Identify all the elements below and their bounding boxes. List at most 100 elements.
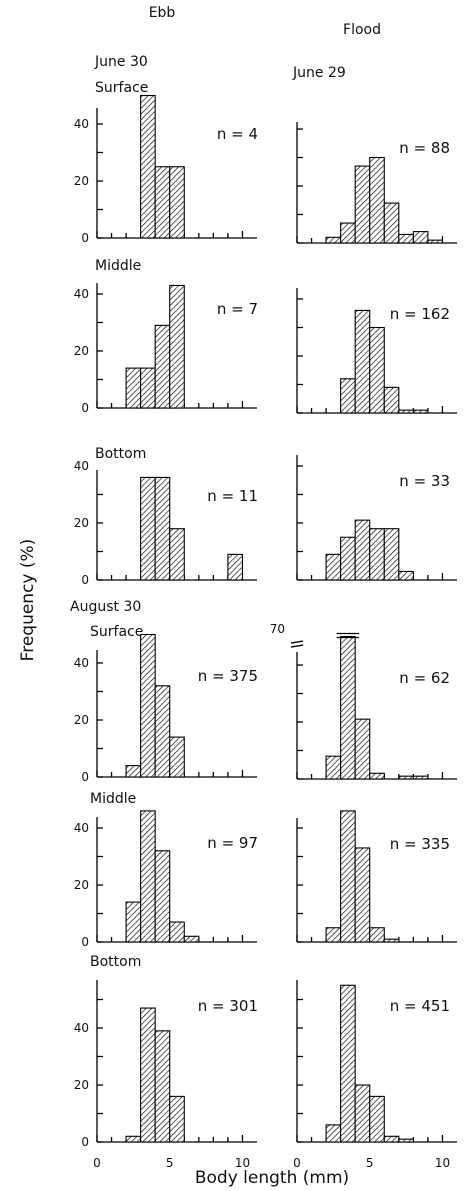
- bar: [369, 156, 385, 244]
- bar: [354, 1084, 371, 1143]
- bar: [369, 528, 385, 581]
- bar: [325, 236, 342, 244]
- x-tick-label: 0: [93, 1156, 101, 1170]
- bar: [140, 367, 156, 409]
- bar: [154, 324, 171, 409]
- bar: [169, 528, 185, 581]
- y-tick-label: 20: [74, 174, 89, 188]
- depth-label-august-middle: Middle: [90, 791, 136, 807]
- bar: [125, 1135, 142, 1143]
- panel-flood-june-29-surface: n = 88: [296, 122, 457, 244]
- panel-flood-august-30-surface: 70 n = 62: [270, 622, 457, 780]
- bar: [383, 202, 400, 244]
- sample-size-label: n = 62: [399, 669, 450, 687]
- bar: [340, 635, 356, 780]
- y-tick-label: 40: [74, 287, 89, 301]
- y-tick-label: 0: [81, 935, 89, 949]
- y-tick-label: 20: [74, 344, 89, 358]
- bar: [183, 935, 200, 943]
- bar: [125, 765, 142, 778]
- bar: [398, 409, 414, 414]
- sample-size-label: n = 162: [390, 305, 450, 323]
- histogram-panels: 0 20 40 n = 4 n = 88 0 20 40 n = 7 n = 162 0 20 40 n …: [74, 94, 457, 1170]
- x-tick-label: 5: [166, 1156, 174, 1170]
- panel-ebb-august-30-bottom: 0 20 40 n = 301 0 5 10: [74, 980, 258, 1170]
- y-tick-label: 40: [74, 1021, 89, 1035]
- bar: [227, 553, 244, 581]
- y-tick-label: 0: [81, 770, 89, 784]
- bar: [340, 222, 356, 244]
- panel-flood-august-30-middle: n = 335: [296, 810, 457, 943]
- y-tick-label: 20: [74, 1078, 89, 1092]
- depth-label-june-surface: Surface: [95, 80, 148, 96]
- bar: [412, 409, 429, 414]
- x-axis-title: Body length (mm): [195, 1168, 349, 1188]
- y-tick-label: 0: [81, 573, 89, 587]
- bar: [169, 284, 185, 409]
- y-tick-label: 0: [81, 231, 89, 245]
- bar: [154, 685, 171, 778]
- y-break-label: 70: [270, 622, 285, 636]
- bar: [125, 367, 142, 409]
- bar: [140, 633, 156, 778]
- sample-size-label: n = 33: [399, 472, 450, 490]
- bar: [325, 927, 342, 943]
- y-tick-label: 20: [74, 516, 89, 530]
- bar: [383, 528, 400, 581]
- date-label-june-ebb: June 30: [94, 54, 148, 70]
- sample-size-label: n = 4: [217, 125, 258, 143]
- depth-label-june-bottom: Bottom: [95, 446, 146, 462]
- bar: [169, 1095, 185, 1143]
- bar: [427, 239, 444, 244]
- bar: [354, 165, 371, 244]
- bar: [154, 850, 171, 943]
- bar: [140, 476, 156, 581]
- column-header-flood: Flood: [343, 22, 381, 38]
- sample-size-label: n = 88: [399, 139, 450, 157]
- panel-ebb-june-30-surface: 0 20 40 n = 4: [74, 94, 258, 245]
- bar: [354, 309, 371, 414]
- depth-label-august-surface: Surface: [90, 624, 143, 640]
- y-axis-break-mark: [290, 644, 304, 648]
- bar: [140, 1007, 156, 1143]
- date-label-august: August 30: [70, 599, 141, 615]
- bar: [125, 901, 142, 943]
- y-tick-label: 40: [74, 459, 89, 473]
- y-tick-label: 40: [74, 656, 89, 670]
- sample-size-label: n = 7: [217, 300, 258, 318]
- bar: [369, 1095, 385, 1143]
- panel-flood-june-29-bottom: n = 33: [296, 455, 457, 581]
- bar: [154, 166, 171, 239]
- bar: [140, 810, 156, 943]
- y-tick-label: 0: [81, 1135, 89, 1149]
- sample-size-label: n = 451: [390, 997, 450, 1015]
- bar: [140, 94, 156, 239]
- bar: [325, 755, 342, 780]
- bar: [169, 166, 185, 239]
- bar: [154, 476, 171, 581]
- column-header-ebb: Ebb: [149, 5, 176, 21]
- panel-flood-june-29-middle: n = 162: [296, 288, 457, 414]
- bar: [398, 775, 414, 780]
- panel-ebb-august-30-surface: 0 20 40 n = 375: [74, 633, 258, 784]
- depth-label-august-bottom: Bottom: [90, 954, 141, 970]
- bar: [340, 378, 356, 414]
- x-tick-label: 10: [235, 1156, 250, 1170]
- date-label-june-flood: June 29: [292, 65, 346, 81]
- y-tick-label: 40: [74, 117, 89, 131]
- y-tick-label: 20: [74, 878, 89, 892]
- bar: [169, 921, 185, 943]
- bar: [354, 519, 371, 581]
- bar: [325, 553, 342, 581]
- depth-label-june-middle: Middle: [95, 258, 141, 274]
- sample-size-label: n = 97: [207, 834, 258, 852]
- bar: [325, 1124, 342, 1143]
- y-axis-break-mark: [290, 640, 304, 644]
- bar: [354, 847, 371, 943]
- bar: [398, 1138, 414, 1143]
- sample-size-label: n = 11: [207, 487, 258, 505]
- y-tick-label: 40: [74, 821, 89, 835]
- bar: [383, 1135, 400, 1143]
- panel-ebb-august-30-middle: 0 20 40 n = 97: [74, 810, 258, 949]
